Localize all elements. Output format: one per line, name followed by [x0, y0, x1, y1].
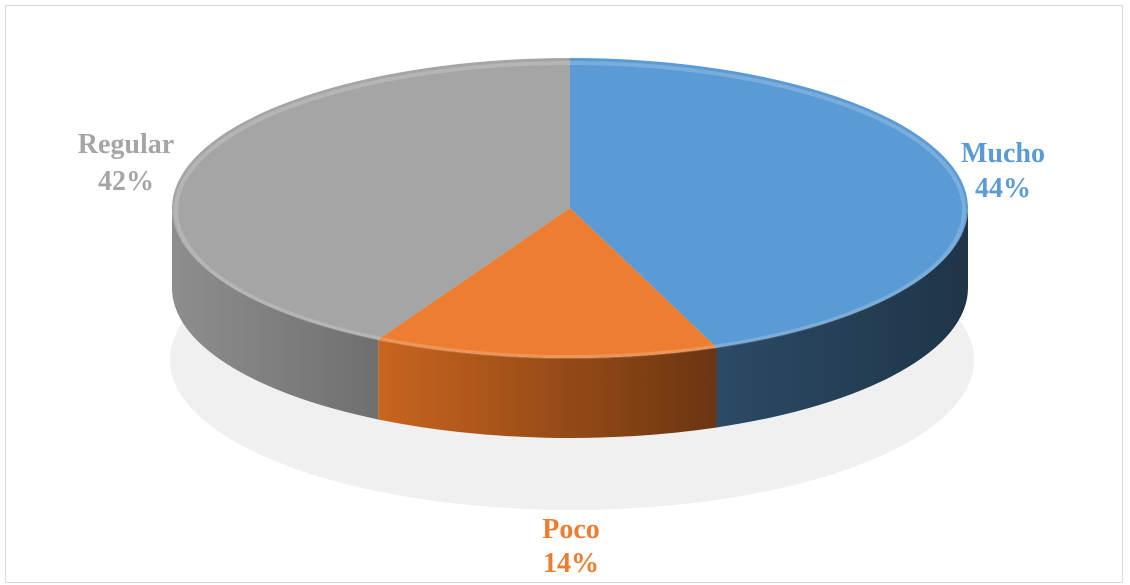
- slice-label-mucho: Mucho: [961, 138, 1045, 169]
- slice-label-regular: Regular: [78, 129, 174, 160]
- pie-tops: [172, 58, 968, 358]
- slice-label-poco: Poco: [542, 514, 600, 545]
- slice-pct-mucho: 44%: [975, 173, 1031, 204]
- slice-pct-regular: 42%: [98, 166, 154, 197]
- slice-pct-poco: 14%: [543, 548, 599, 579]
